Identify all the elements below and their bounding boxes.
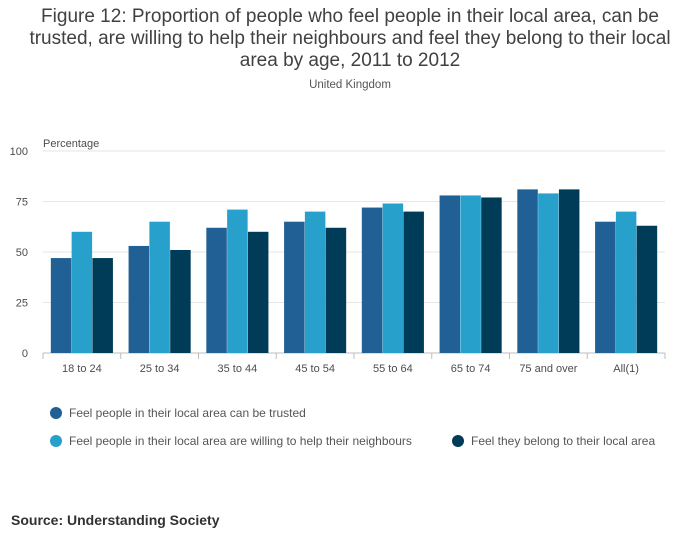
bar [439,195,461,353]
legend-item-willing-to-help[interactable]: Feel people in their local area are will… [50,434,412,448]
bar [50,258,72,353]
legend-swatch-trusted [50,407,62,419]
bar [636,225,658,353]
bar [71,231,93,353]
bar [206,227,227,353]
bar [517,189,538,353]
y-tick-label: 100 [10,146,28,158]
bar [304,211,326,353]
bar [128,245,150,353]
legend-item-trusted[interactable]: Feel people in their local area can be t… [50,406,306,420]
bar [325,227,347,353]
bar [595,221,616,353]
bar [403,211,424,353]
bar [247,231,269,353]
x-tick-label: 45 to 54 [295,363,335,375]
bar [149,221,170,353]
legend-item-belong[interactable]: Feel they belong to their local area [452,434,655,448]
x-tick-label: All(1) [613,363,639,375]
x-tick-label: 25 to 34 [140,363,180,375]
bar [227,209,248,353]
legend-swatch-willing-to-help [50,435,62,447]
bar [170,249,191,353]
source-note: Source: Understanding Society [11,512,220,528]
bar [284,221,305,353]
y-axis-label: Percentage [43,138,99,150]
bar [481,197,502,353]
bar [382,203,404,353]
chart-subtitle: United Kingdom [309,79,391,91]
x-tick-label: 18 to 24 [62,363,102,375]
y-tick-label: 75 [16,197,28,209]
x-tick-label: 65 to 74 [451,363,491,375]
x-tick-label: 35 to 44 [217,363,257,375]
bar [558,189,580,353]
bar [361,207,383,353]
chart-title: Figure 12: Proportion of people who feel… [29,6,671,71]
x-tick-label: 55 to 64 [373,363,413,375]
y-tick-label: 50 [16,247,28,259]
legend-label-belong: Feel they belong to their local area [471,434,656,448]
bar [92,258,113,353]
bar [460,195,481,353]
legend-swatch-belong [452,435,464,447]
legend-label-willing-to-help: Feel people in their local area are will… [69,434,412,448]
bar [538,193,559,353]
y-tick-label: 25 [16,298,28,310]
bar [615,211,637,353]
y-tick-label: 0 [22,348,28,360]
x-tick-label: 75 and over [519,363,577,375]
legend-label-trusted: Feel people in their local area can be t… [69,406,306,420]
bar-chart: 0 25 50 75 100 Percentage 18 to 24 25 to 34 35 t… [10,138,666,375]
